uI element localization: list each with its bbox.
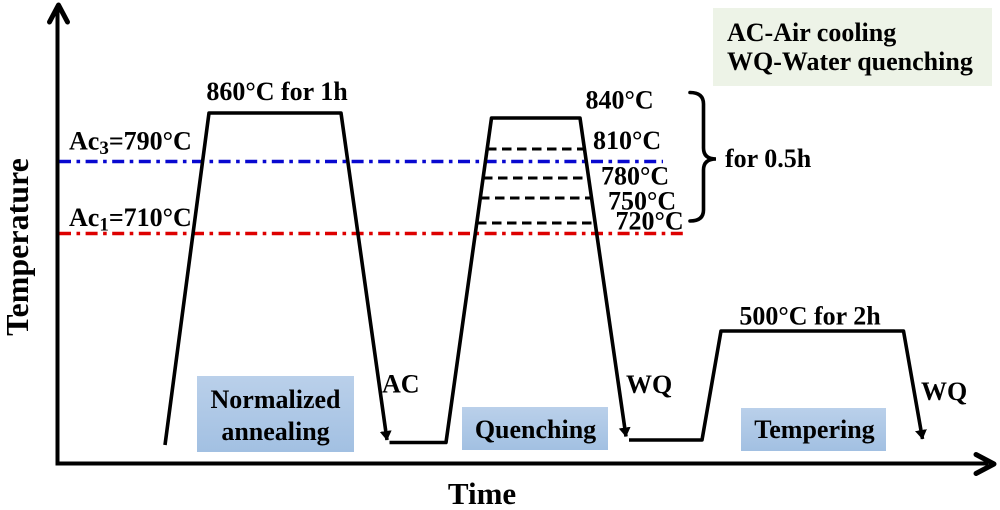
svg-text:500°C for 2h: 500°C for 2h (739, 302, 881, 331)
svg-text:750°C: 750°C (608, 187, 676, 216)
svg-text:Ac1=710°C: Ac1=710°C (69, 203, 192, 236)
svg-text:Tempering: Tempering (754, 415, 874, 444)
svg-text:780°C: 780°C (601, 162, 669, 191)
svg-text:WQ: WQ (626, 370, 672, 399)
svg-text:Quenching: Quenching (475, 415, 596, 444)
svg-text:AC: AC (382, 370, 420, 399)
svg-text:Normalized: Normalized (211, 385, 342, 414)
svg-text:Time: Time (448, 476, 516, 510)
svg-text:720°C: 720°C (616, 207, 684, 236)
svg-text:810°C: 810°C (593, 126, 661, 155)
svg-text:Temperature: Temperature (0, 158, 35, 336)
svg-text:WQ: WQ (921, 377, 967, 406)
svg-text:860°C for 1h: 860°C for 1h (206, 77, 348, 106)
svg-text:for 0.5h: for 0.5h (725, 144, 812, 173)
svg-text:Ac3=790°C: Ac3=790°C (69, 127, 192, 160)
svg-text:WQ-Water quenching: WQ-Water quenching (727, 47, 973, 76)
svg-text:840°C: 840°C (586, 86, 654, 115)
svg-text:AC-Air cooling: AC-Air cooling (727, 18, 896, 47)
svg-text:annealing: annealing (221, 417, 329, 446)
